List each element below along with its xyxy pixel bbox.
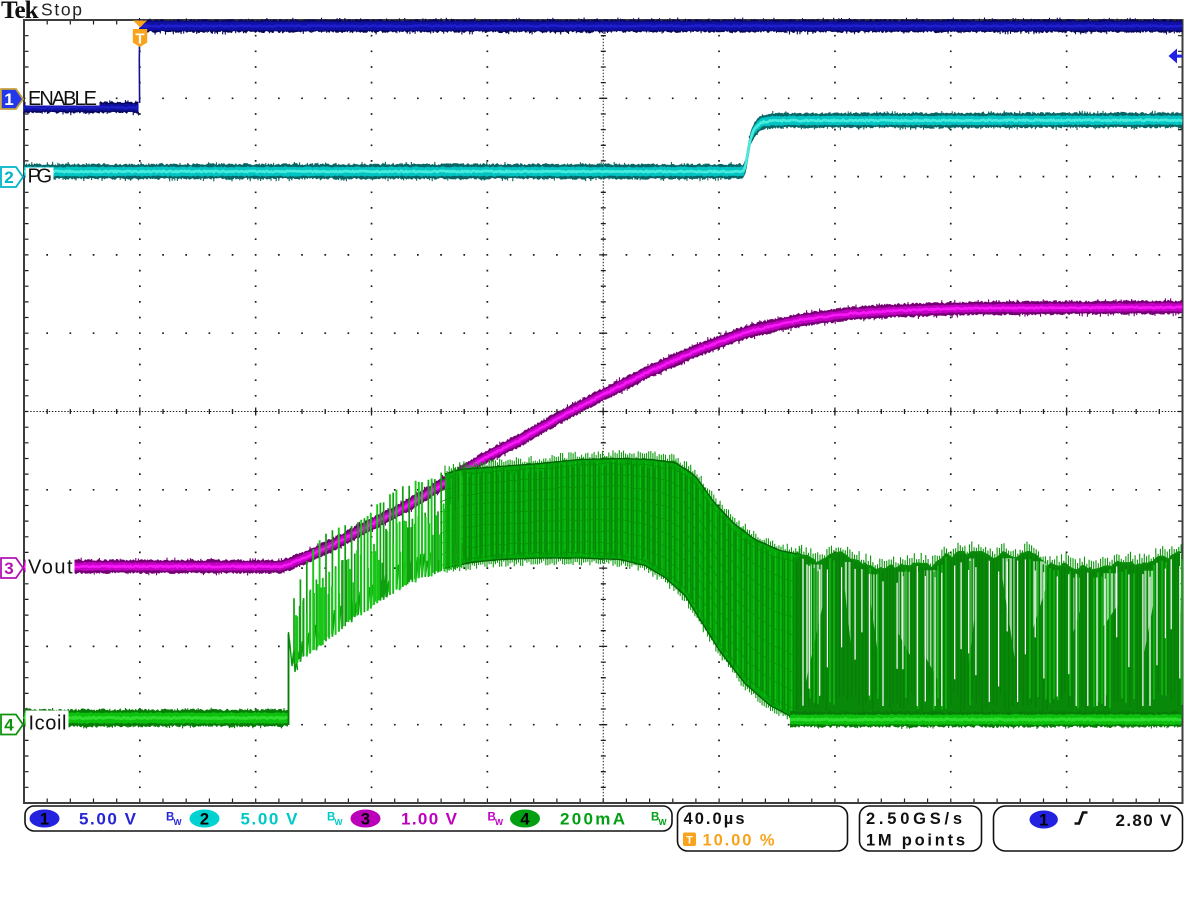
svg-text:B: B [651,812,659,824]
svg-text:Vout: Vout [28,557,73,579]
svg-text:B: B [166,812,174,824]
svg-text:3: 3 [4,559,13,578]
svg-text:4: 4 [520,811,530,829]
svg-text:W: W [659,817,668,827]
svg-text:Stop: Stop [41,0,82,20]
svg-text:5.00 V: 5.00 V [79,810,137,829]
svg-text:2: 2 [4,168,13,187]
svg-text:T: T [686,835,693,847]
svg-text:PG: PG [28,166,53,188]
svg-text:200mA: 200mA [560,810,625,829]
svg-text:W: W [335,817,344,827]
svg-text:10.00 %: 10.00 % [703,832,775,850]
svg-text:2: 2 [200,811,209,829]
svg-text:B: B [327,812,335,824]
svg-text:1.00 V: 1.00 V [401,810,458,829]
svg-text:B: B [488,812,496,824]
svg-text:3: 3 [361,811,370,829]
svg-text:1M points: 1M points [866,832,965,850]
svg-text:2.50GS/s: 2.50GS/s [866,810,962,828]
svg-text:Icoil: Icoil [29,713,67,735]
svg-text:W: W [495,817,504,827]
svg-text:T: T [135,31,144,48]
svg-text:1: 1 [40,811,49,829]
svg-text:1: 1 [1039,812,1048,830]
svg-text:4: 4 [4,716,14,735]
svg-text:2.80 V: 2.80 V [1116,811,1173,830]
svg-text:Tek: Tek [1,0,39,24]
svg-text:1: 1 [4,90,13,109]
svg-text:40.0µs: 40.0µs [684,810,745,828]
svg-text:ENABLE: ENABLE [28,88,97,110]
svg-text:5.00 V: 5.00 V [241,810,299,829]
svg-text:W: W [174,817,183,827]
